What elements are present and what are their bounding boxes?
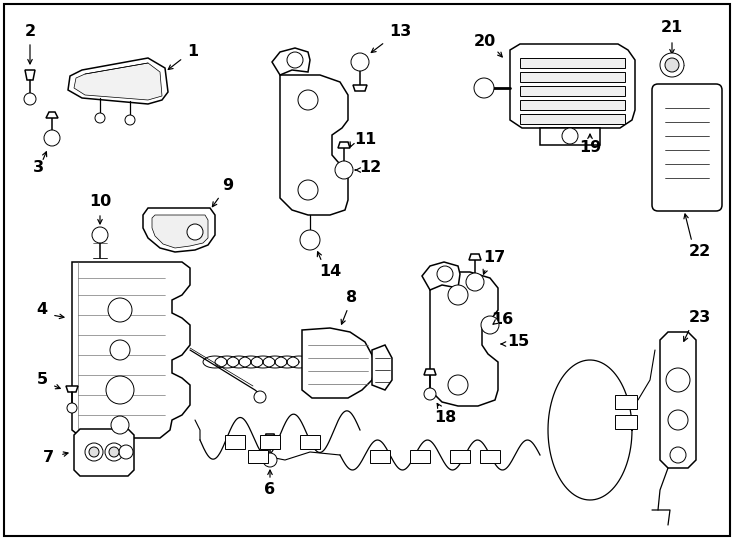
Circle shape xyxy=(437,266,453,282)
Text: 6: 6 xyxy=(264,483,275,497)
Polygon shape xyxy=(272,48,310,75)
Bar xyxy=(248,450,268,463)
Text: 12: 12 xyxy=(359,160,381,176)
Polygon shape xyxy=(74,429,134,476)
Polygon shape xyxy=(372,345,392,390)
Circle shape xyxy=(668,410,688,430)
Circle shape xyxy=(92,227,108,243)
Polygon shape xyxy=(68,58,168,104)
Circle shape xyxy=(111,416,129,434)
Circle shape xyxy=(300,230,320,250)
Bar xyxy=(520,72,625,82)
Text: 14: 14 xyxy=(319,265,341,280)
Circle shape xyxy=(660,53,684,77)
Bar xyxy=(615,415,637,429)
Text: 5: 5 xyxy=(37,373,48,388)
Polygon shape xyxy=(72,262,190,438)
Bar xyxy=(225,435,245,449)
Bar xyxy=(410,450,430,463)
Text: 17: 17 xyxy=(483,251,505,266)
Text: 8: 8 xyxy=(346,291,357,306)
Circle shape xyxy=(187,224,203,240)
Text: 18: 18 xyxy=(434,410,456,426)
Circle shape xyxy=(89,447,99,457)
Bar xyxy=(520,114,625,124)
Circle shape xyxy=(110,340,130,360)
Bar xyxy=(480,450,500,463)
Circle shape xyxy=(24,93,36,105)
Bar xyxy=(370,450,390,463)
Polygon shape xyxy=(660,332,696,468)
Text: 7: 7 xyxy=(43,450,54,465)
Circle shape xyxy=(85,443,103,461)
Polygon shape xyxy=(152,215,208,248)
Circle shape xyxy=(448,285,468,305)
Circle shape xyxy=(424,388,436,400)
Polygon shape xyxy=(338,142,350,148)
Circle shape xyxy=(335,161,353,179)
Text: 3: 3 xyxy=(32,160,43,176)
Circle shape xyxy=(298,90,318,110)
Polygon shape xyxy=(510,44,635,128)
Circle shape xyxy=(109,447,119,457)
Circle shape xyxy=(670,447,686,463)
Polygon shape xyxy=(422,262,460,290)
Text: 1: 1 xyxy=(187,44,199,59)
Text: 15: 15 xyxy=(507,334,529,349)
Polygon shape xyxy=(66,386,78,392)
Polygon shape xyxy=(302,328,375,398)
Polygon shape xyxy=(353,85,367,91)
Bar xyxy=(520,58,625,68)
Circle shape xyxy=(106,376,134,404)
Text: 11: 11 xyxy=(354,132,376,147)
Text: 2: 2 xyxy=(24,24,35,39)
Circle shape xyxy=(119,445,133,459)
Circle shape xyxy=(481,316,499,334)
Text: 4: 4 xyxy=(37,302,48,318)
Text: 21: 21 xyxy=(661,21,683,36)
Polygon shape xyxy=(264,434,276,440)
Circle shape xyxy=(448,375,468,395)
Circle shape xyxy=(108,298,132,322)
Circle shape xyxy=(105,443,123,461)
Circle shape xyxy=(287,52,303,68)
Circle shape xyxy=(474,78,494,98)
Text: 23: 23 xyxy=(689,310,711,326)
Polygon shape xyxy=(46,112,58,118)
Circle shape xyxy=(298,180,318,200)
Polygon shape xyxy=(143,208,215,252)
Bar xyxy=(520,100,625,110)
Circle shape xyxy=(44,130,60,146)
Circle shape xyxy=(466,273,484,291)
Text: 10: 10 xyxy=(89,194,111,210)
Circle shape xyxy=(263,453,277,467)
Polygon shape xyxy=(430,272,498,406)
Bar xyxy=(300,435,320,449)
Polygon shape xyxy=(540,128,600,145)
Circle shape xyxy=(125,115,135,125)
Circle shape xyxy=(67,403,77,413)
Circle shape xyxy=(254,391,266,403)
FancyBboxPatch shape xyxy=(652,84,722,211)
Circle shape xyxy=(666,368,690,392)
Text: 13: 13 xyxy=(389,24,411,39)
Text: 16: 16 xyxy=(491,313,513,327)
Bar xyxy=(520,86,625,96)
Polygon shape xyxy=(469,254,481,260)
Polygon shape xyxy=(424,369,436,375)
Circle shape xyxy=(351,53,369,71)
Polygon shape xyxy=(280,75,348,215)
Text: 9: 9 xyxy=(222,178,233,192)
Polygon shape xyxy=(74,63,162,100)
Bar xyxy=(260,435,280,449)
Text: 22: 22 xyxy=(689,245,711,260)
Text: 20: 20 xyxy=(474,35,496,50)
Polygon shape xyxy=(25,70,35,80)
Circle shape xyxy=(562,128,578,144)
Bar xyxy=(615,395,637,409)
Circle shape xyxy=(665,58,679,72)
Circle shape xyxy=(95,113,105,123)
Bar xyxy=(450,450,470,463)
Text: 19: 19 xyxy=(579,140,601,156)
